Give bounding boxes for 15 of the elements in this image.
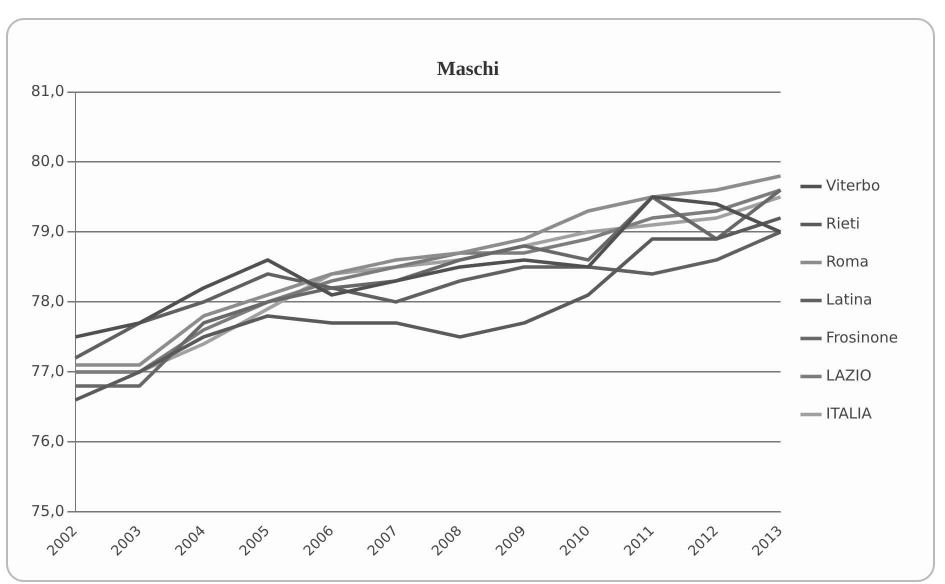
legend-label: Frosinone xyxy=(826,328,898,346)
legend-label: Latina xyxy=(826,290,872,308)
y-tick-label: 79,0 xyxy=(30,222,64,240)
y-tick-label: 77,0 xyxy=(30,362,64,380)
legend-label: ITALIA xyxy=(826,404,873,422)
legend-label: Viterbo xyxy=(826,176,880,194)
y-tick-label: 75,0 xyxy=(30,502,64,520)
y-tick-label: 80,0 xyxy=(30,152,64,170)
y-tick-label: 76,0 xyxy=(30,432,64,450)
legend-label: LAZIO xyxy=(826,366,872,384)
y-tick-label: 78,0 xyxy=(30,292,64,310)
chart-title: Maschi xyxy=(436,58,500,80)
y-tick-label: 81,0 xyxy=(30,82,64,100)
legend-label: Rieti xyxy=(826,214,860,232)
legend-label: Roma xyxy=(826,252,869,270)
